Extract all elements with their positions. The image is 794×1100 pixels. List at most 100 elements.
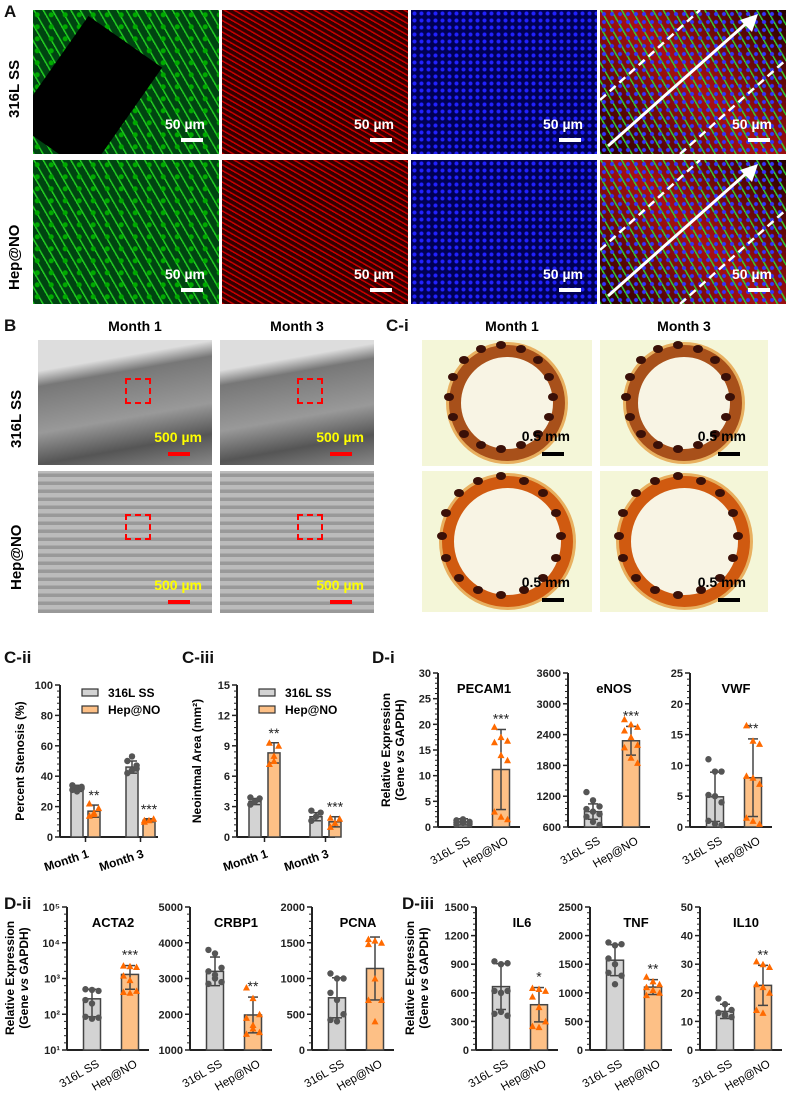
data-point-circle <box>583 805 590 813</box>
data-point-circle <box>88 1015 96 1022</box>
data-point-triangle <box>766 963 774 971</box>
vessel-cross-section <box>436 472 573 607</box>
scale-bar-label: 50 µm <box>165 266 205 282</box>
data-point-circle <box>491 987 498 995</box>
stent-strut <box>727 554 738 563</box>
data-point-triangle <box>642 973 650 980</box>
legend-swatch <box>258 705 276 714</box>
y-tick-label: 1000 <box>159 1045 183 1057</box>
data-point-triangle <box>649 977 657 985</box>
data-point-circle <box>340 975 347 982</box>
data-point-triangle <box>371 937 379 944</box>
stent-strut <box>636 356 647 365</box>
data-point-triangle <box>627 720 635 728</box>
data-point-circle <box>124 769 131 777</box>
panel-label-ciii: C-iii <box>182 648 215 667</box>
significance-marker: ** <box>748 720 759 736</box>
stent-strut <box>621 393 631 401</box>
data-point-circle <box>205 946 212 954</box>
scale-bar <box>748 138 770 142</box>
scale-bar <box>559 288 581 292</box>
scale-bar <box>370 288 392 292</box>
chart-title: VWF <box>722 681 751 696</box>
flow-direction-arrow-icon <box>600 160 786 304</box>
scale-bar-label: 50 µm <box>543 266 583 282</box>
data-point-triangle <box>256 1010 264 1018</box>
data-point-triangle <box>265 739 273 746</box>
stent-strut <box>715 489 726 498</box>
data-point-triangle <box>542 987 550 994</box>
data-point-circle <box>459 816 467 824</box>
scale-bar-label: 0.5 mm <box>697 428 746 444</box>
scale-bar <box>370 138 392 142</box>
data-point-circle <box>78 785 85 792</box>
data-point-circle <box>596 810 603 818</box>
data-point-triangle <box>535 985 543 992</box>
data-point-triangle <box>331 819 339 826</box>
scale-bar <box>181 288 203 292</box>
sem-image: 500 µm <box>38 471 212 613</box>
data-point-triangle <box>378 939 386 946</box>
data-point-circle <box>504 987 511 995</box>
data-point-triangle <box>634 723 642 730</box>
data-point-triangle <box>627 733 635 741</box>
scale-bar <box>718 452 740 456</box>
data-point-triangle <box>634 759 642 766</box>
y-tick-label: 600 <box>543 822 561 834</box>
data-point-circle <box>327 1016 334 1024</box>
data-point-circle <box>133 765 140 772</box>
stent-strut <box>532 429 543 438</box>
significance-marker: *** <box>623 707 640 723</box>
data-point-triangle <box>752 957 760 965</box>
significance-marker: ** <box>758 946 769 962</box>
data-point-triangle <box>656 989 664 996</box>
histology-image: 0.5 mm <box>422 471 592 612</box>
data-point-triangle <box>766 989 774 996</box>
data-point-triangle <box>275 742 283 749</box>
stent-strut <box>444 393 454 401</box>
data-point-triangle <box>528 984 536 992</box>
data-point-triangle <box>620 743 628 751</box>
y-tick-label: 1800 <box>537 760 561 772</box>
data-point-circle <box>333 1018 341 1025</box>
region-of-interest-box <box>125 513 151 540</box>
data-point-triangle <box>490 808 498 815</box>
data-point-triangle <box>364 996 372 1003</box>
stent-strut <box>630 489 641 498</box>
y-tick-label: 2000 <box>559 931 583 943</box>
col-label-month1: Month 1 <box>108 318 162 334</box>
stent-strut <box>618 508 629 517</box>
data-point-triangle <box>242 983 250 991</box>
data-point-triangle <box>756 780 764 787</box>
dark-region <box>33 15 163 154</box>
stent-strut <box>496 472 506 480</box>
y-tick-label: 4000 <box>159 938 183 950</box>
data-point-circle <box>256 795 263 802</box>
data-point-circle <box>491 1010 498 1017</box>
data-point-triangle <box>649 986 657 993</box>
stent-strut <box>650 586 661 595</box>
stent-strut <box>673 445 683 453</box>
data-point-triangle <box>119 962 127 969</box>
data-point-circle <box>124 757 131 765</box>
data-point-circle <box>312 813 320 820</box>
data-point-circle <box>95 987 102 995</box>
data-point-triangle <box>742 721 750 729</box>
data-point-triangle <box>620 726 628 734</box>
stent-strut <box>473 476 484 485</box>
y-tick-label: 100 <box>35 680 53 692</box>
significance-marker: ** <box>648 961 659 977</box>
data-point-triangle <box>634 741 642 748</box>
stent-strut <box>715 573 726 582</box>
data-point-triangle <box>535 1003 543 1011</box>
sem-image: 500 µm <box>220 340 374 465</box>
data-point-circle <box>715 995 722 1002</box>
chart-title: TNF <box>623 915 648 930</box>
scale-bar <box>542 452 564 456</box>
data-point-triangle <box>627 754 635 761</box>
data-point-circle <box>504 960 511 967</box>
data-point-circle <box>705 791 712 799</box>
data-point-circle <box>589 808 597 815</box>
y-tick-label: 10² <box>44 1009 60 1021</box>
col-label-month3-ci: Month 3 <box>657 318 711 334</box>
